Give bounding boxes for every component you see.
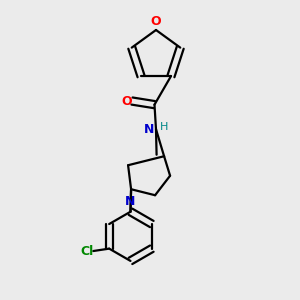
Text: N: N: [144, 123, 154, 136]
Text: O: O: [121, 94, 132, 107]
Text: Cl: Cl: [81, 244, 94, 257]
Text: H: H: [160, 122, 169, 132]
Text: N: N: [124, 195, 135, 208]
Text: O: O: [151, 15, 161, 28]
